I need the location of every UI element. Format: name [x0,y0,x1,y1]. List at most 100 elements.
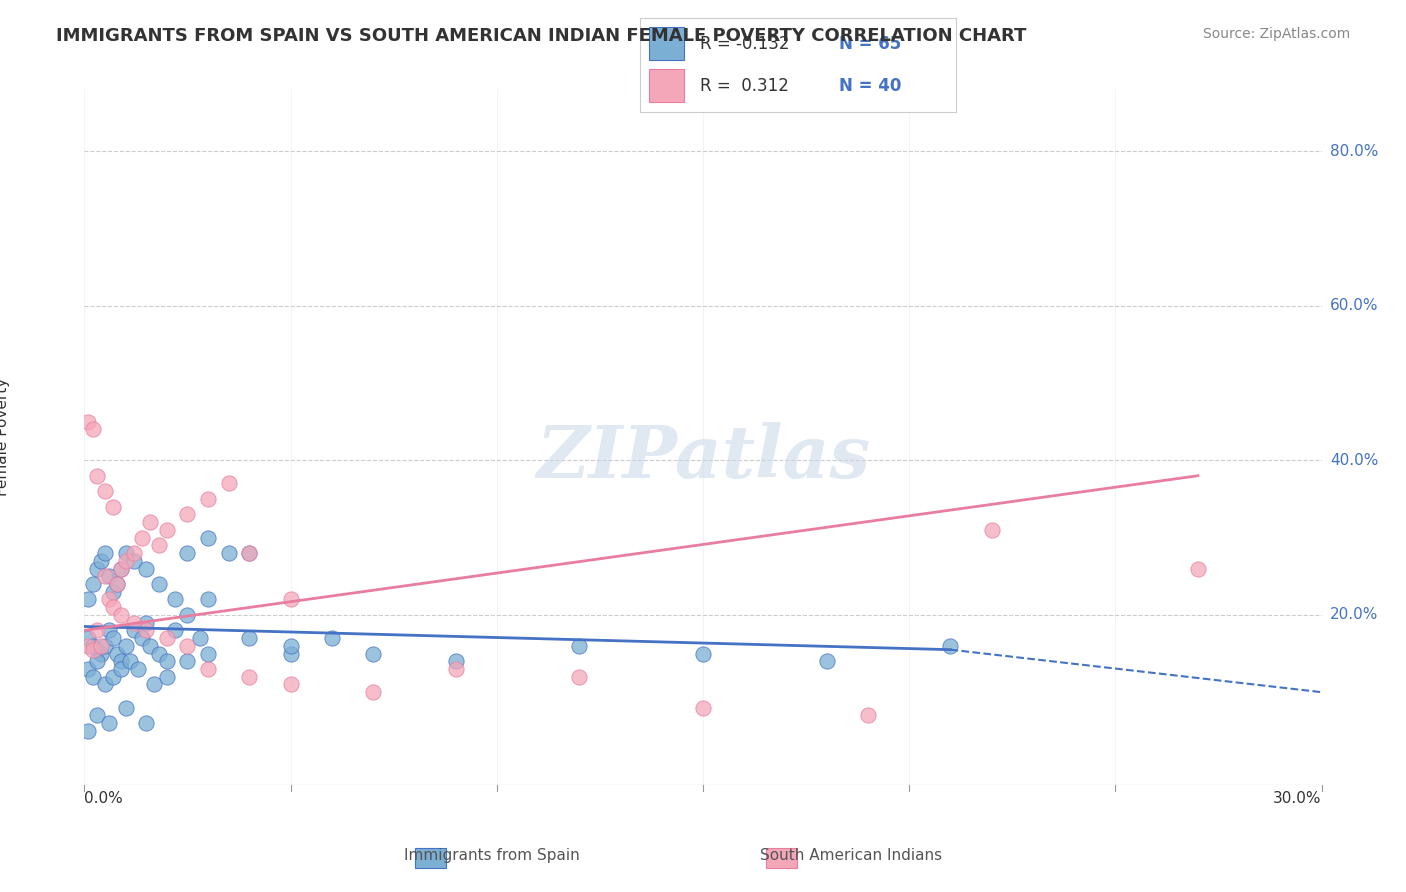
Text: Immigrants from Spain: Immigrants from Spain [405,848,579,863]
Point [156,631,179,645]
Point [218,546,240,560]
Point [98,592,121,607]
Point [94,569,117,583]
Point [90,554,112,568]
Point [238,631,260,645]
Point [692,647,714,661]
Point [188,631,211,645]
Point [131,531,153,545]
Point [114,639,136,653]
Point [86,642,108,657]
Point [1187,561,1209,575]
Point [361,647,384,661]
Point [82,422,104,436]
Point [238,546,260,560]
Point [118,654,141,668]
Point [197,662,219,676]
Text: N = 40: N = 40 [839,77,901,95]
Text: Female Poverty: Female Poverty [0,378,10,496]
Point [156,670,179,684]
Text: R = -0.132: R = -0.132 [700,35,789,53]
Point [90,647,112,661]
Point [815,654,838,668]
Point [77,592,100,607]
Point [110,607,132,622]
FancyBboxPatch shape [650,28,685,60]
Point [143,677,166,691]
Point [280,677,302,691]
Point [82,639,104,653]
Point [361,685,384,699]
Point [94,639,117,653]
Point [110,662,132,676]
Point [94,546,117,560]
Point [238,670,260,684]
Point [103,584,125,599]
Point [103,670,125,684]
Point [77,723,100,738]
Point [197,592,219,607]
Point [280,592,302,607]
Point [110,654,132,668]
Point [98,716,121,731]
Point [94,677,117,691]
Point [98,569,121,583]
Point [114,554,136,568]
Point [856,708,879,723]
Point [127,662,149,676]
Point [82,642,104,657]
Point [122,615,145,630]
Point [238,546,260,560]
Point [131,631,153,645]
Point [176,654,198,668]
Text: 20.0%: 20.0% [1330,607,1378,623]
Text: IMMIGRANTS FROM SPAIN VS SOUTH AMERICAN INDIAN FEMALE POVERTY CORRELATION CHART: IMMIGRANTS FROM SPAIN VS SOUTH AMERICAN … [56,27,1026,45]
Point [568,639,591,653]
Point [280,647,302,661]
Point [148,538,170,552]
Point [103,600,125,615]
Point [77,415,100,429]
Point [197,647,219,661]
Text: N = 65: N = 65 [839,35,901,53]
Point [114,546,136,560]
Point [692,700,714,714]
Point [86,708,108,723]
Point [939,639,962,653]
Point [77,631,100,645]
Point [82,670,104,684]
Point [139,639,162,653]
Point [176,546,198,560]
Point [86,624,108,638]
Point [165,624,187,638]
Text: 0.0%: 0.0% [84,791,124,806]
Point [135,615,157,630]
Point [94,484,117,499]
Point [156,523,179,537]
Point [135,624,157,638]
Point [444,662,467,676]
Point [568,670,591,684]
Point [156,654,179,668]
Text: 80.0%: 80.0% [1330,144,1378,159]
Point [122,546,145,560]
Point [86,561,108,575]
Point [82,577,104,591]
Point [139,515,162,529]
Point [114,700,136,714]
Text: 60.0%: 60.0% [1330,298,1378,313]
Point [280,639,302,653]
Point [77,662,100,676]
FancyBboxPatch shape [650,70,685,103]
Text: Source: ZipAtlas.com: Source: ZipAtlas.com [1202,27,1350,41]
Point [98,624,121,638]
Point [176,508,198,522]
Text: South American Indians: South American Indians [759,848,942,863]
Point [321,631,343,645]
Point [105,577,128,591]
Point [105,577,128,591]
Point [122,554,145,568]
Point [105,647,128,661]
Point [103,500,125,514]
Point [86,468,108,483]
